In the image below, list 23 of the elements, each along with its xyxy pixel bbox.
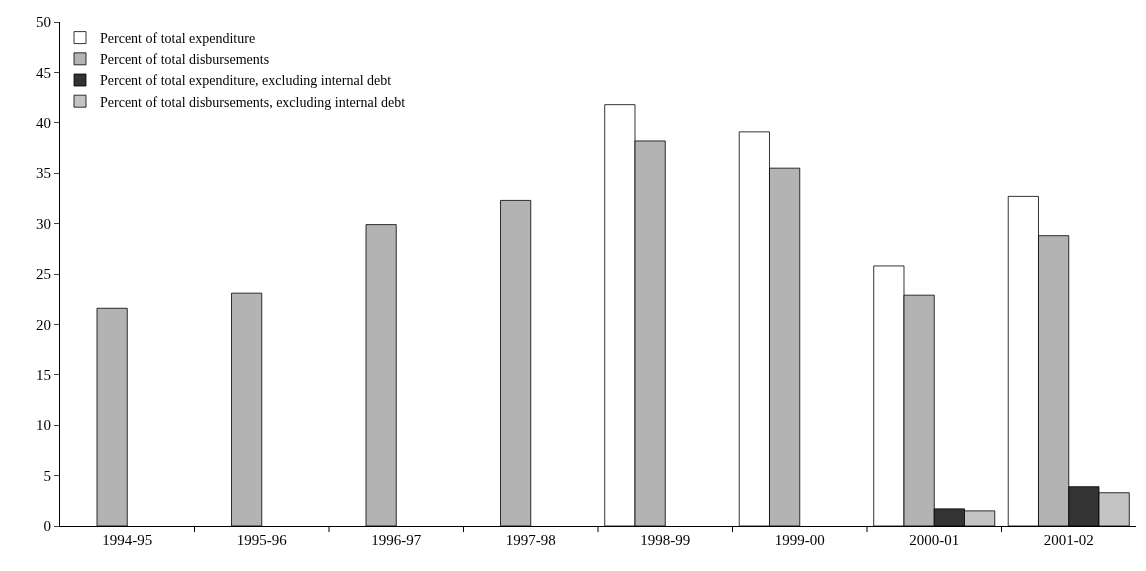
x-tick-label: 2000-01: [909, 532, 960, 548]
y-tick-label: 35: [36, 165, 51, 182]
x-tick-label: 1998-99: [640, 532, 691, 548]
x-tick-label: 2001-02: [1043, 532, 1094, 548]
x-tick-label: 1999-00: [774, 532, 825, 548]
x-tick-label: 1994-95: [102, 532, 153, 548]
y-tick-label: 15: [36, 367, 51, 384]
y-tick-label: 50: [36, 14, 51, 31]
y-tick-label: 45: [36, 64, 51, 81]
x-tick-label: 1995-96: [236, 532, 288, 548]
y-tick-label: 20: [36, 316, 51, 333]
legend-label: Percent of total disbursements: [100, 52, 270, 68]
y-tick-label: 40: [36, 115, 51, 132]
y-tick-label: 5: [43, 467, 51, 484]
x-tick-label: 1996-97: [371, 532, 422, 548]
y-tick-label: 0: [43, 518, 51, 535]
x-tick-label: 1997-98: [505, 532, 556, 548]
y-tick-label: 30: [36, 215, 51, 232]
legend-label: Percent of total disbursements, excluding internal debt: [100, 94, 406, 110]
y-tick-label: 25: [36, 266, 51, 283]
legend-label: Percent of total expenditure, excluding internal debt: [100, 73, 392, 89]
y-tick-label: 10: [36, 417, 51, 434]
legend-label: Percent of total expenditure: [100, 31, 256, 47]
